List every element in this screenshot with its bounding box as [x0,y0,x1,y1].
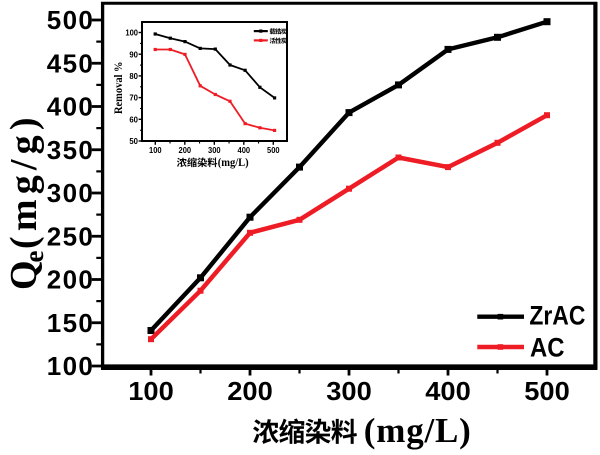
svg-text:300: 300 [208,145,221,155]
svg-text:500: 500 [267,145,280,155]
svg-text:200: 200 [47,265,95,295]
svg-text:500: 500 [524,376,570,406]
svg-text:(mg/g): (mg/g) [3,112,45,249]
svg-text:400: 400 [47,92,95,122]
svg-text:(mg/L): (mg/L) [364,411,472,450]
svg-text:100: 100 [128,376,174,406]
svg-text:100: 100 [47,351,95,381]
svg-text:Q: Q [3,260,45,290]
svg-text:300: 300 [47,178,95,208]
svg-text:200: 200 [179,145,192,155]
svg-text:70: 70 [129,93,138,103]
svg-text:500: 500 [47,5,95,35]
svg-text:300: 300 [326,376,372,406]
svg-text:400: 400 [425,376,471,406]
svg-text:100: 100 [149,145,162,155]
svg-text:200: 200 [227,376,273,406]
svg-text:400: 400 [238,145,251,155]
svg-text:350: 350 [47,135,95,165]
svg-text:ZrAC: ZrAC [529,301,585,331]
svg-text:Removal %: Removal % [112,62,125,115]
svg-text:250: 250 [47,221,95,251]
svg-text:100: 100 [125,28,138,38]
svg-text:450: 450 [47,48,95,78]
svg-text:60: 60 [129,114,138,124]
svg-text:e: e [19,251,49,263]
svg-text:80: 80 [129,71,138,81]
svg-text:(mg/L): (mg/L) [218,157,249,169]
svg-text:90: 90 [129,49,138,59]
svg-text:50: 50 [129,136,138,146]
svg-text:150: 150 [47,308,95,338]
svg-text:AC: AC [530,332,565,362]
